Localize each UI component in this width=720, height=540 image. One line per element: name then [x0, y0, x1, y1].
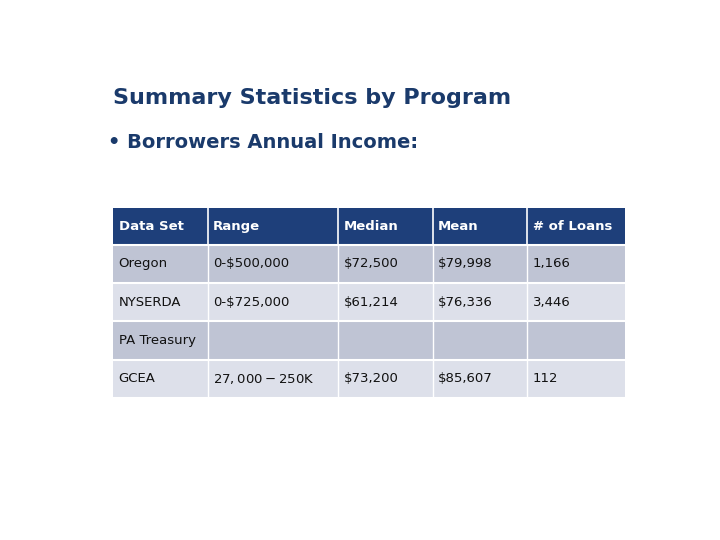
- Text: • Borrowers Annual Income:: • Borrowers Annual Income:: [108, 133, 418, 152]
- Bar: [114, 208, 624, 245]
- Text: GCEA: GCEA: [119, 372, 156, 385]
- Text: 3,446: 3,446: [533, 296, 570, 309]
- Text: Range: Range: [213, 220, 260, 233]
- Text: $73,200: $73,200: [343, 372, 398, 385]
- Text: Oregon: Oregon: [119, 258, 168, 271]
- Bar: [114, 321, 624, 360]
- Text: # of Loans: # of Loans: [533, 220, 612, 233]
- Text: Summary Statistics by Program: Summary Statistics by Program: [114, 87, 512, 107]
- Text: $72,500: $72,500: [343, 258, 398, 271]
- Text: NYSERDA: NYSERDA: [119, 296, 181, 309]
- Bar: [114, 283, 624, 321]
- Text: $79,998: $79,998: [438, 258, 492, 271]
- Text: Mean: Mean: [438, 220, 479, 233]
- Text: $61,214: $61,214: [343, 296, 398, 309]
- Text: $85,607: $85,607: [438, 372, 492, 385]
- Text: 0-$725,000: 0-$725,000: [213, 296, 289, 309]
- Bar: [114, 245, 624, 283]
- Polygon shape: [472, 522, 720, 540]
- Text: 0-$500,000: 0-$500,000: [213, 258, 289, 271]
- Polygon shape: [514, 522, 720, 540]
- Text: Data Set: Data Set: [119, 220, 184, 233]
- Text: $76,336: $76,336: [438, 296, 493, 309]
- Text: PA Treasury: PA Treasury: [119, 334, 196, 347]
- Text: 112: 112: [533, 372, 558, 385]
- Text: Median: Median: [343, 220, 398, 233]
- Text: $27,000-$250K: $27,000-$250K: [213, 372, 315, 386]
- Bar: [114, 360, 624, 398]
- Text: 1,166: 1,166: [533, 258, 570, 271]
